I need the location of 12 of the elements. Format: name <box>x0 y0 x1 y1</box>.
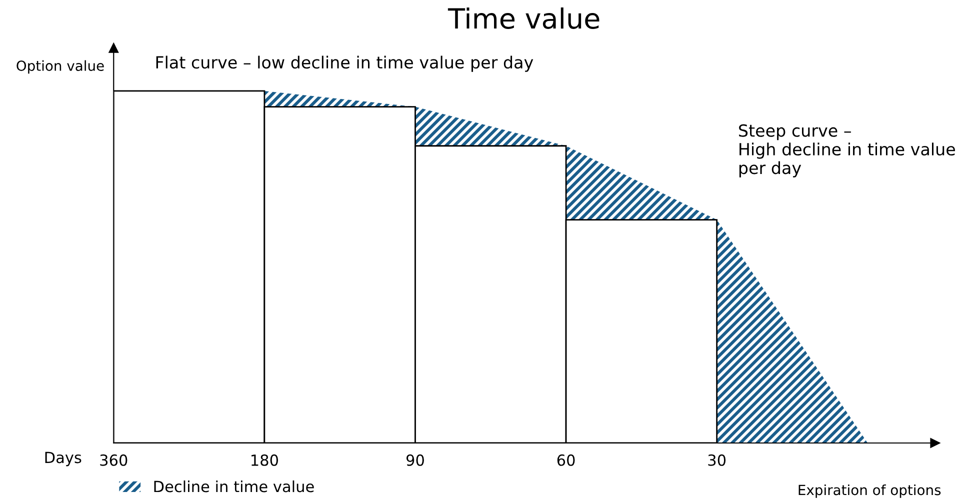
text: Flat curve – low decline in time value per day <box>156 56 534 72</box>
x-axis-title: Expiration of options <box>798 484 941 498</box>
x-tick-label: 360 <box>100 454 128 466</box>
x-tick-label: 90 <box>406 454 424 466</box>
text: Days <box>45 452 82 466</box>
annotation: Steep curve – High decline in time value per day <box>739 124 955 178</box>
legend-label: Decline in time value <box>154 480 314 492</box>
chart-title: Time value <box>448 7 600 29</box>
y-axis-title: Option value <box>16 60 104 74</box>
x-tick-label: 30 <box>708 454 726 466</box>
x-tick-label: 180 <box>252 454 278 466</box>
x-tick-label: 60 <box>557 454 575 466</box>
